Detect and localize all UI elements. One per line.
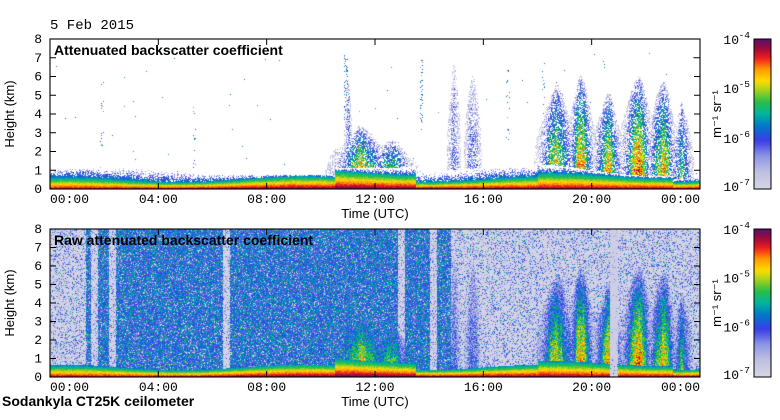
svg-text:12:00: 12:00 — [355, 380, 394, 395]
svg-text:1: 1 — [34, 163, 42, 178]
svg-text:10: 10 — [723, 132, 739, 147]
svg-text:8: 8 — [34, 32, 42, 47]
svg-text:Sodankyla CT25K ceilometer: Sodankyla CT25K ceilometer — [2, 393, 195, 409]
svg-text:2: 2 — [34, 333, 42, 348]
svg-text:00:00: 00:00 — [50, 192, 89, 207]
svg-text:m⁻¹ sr⁻¹: m⁻¹ sr⁻¹ — [709, 90, 724, 138]
svg-text:10: 10 — [723, 180, 739, 195]
svg-text:2: 2 — [34, 145, 42, 160]
svg-text:10: 10 — [723, 33, 739, 48]
svg-text:3: 3 — [34, 315, 42, 330]
svg-text:Height (km): Height (km) — [2, 269, 17, 336]
svg-text:16:00: 16:00 — [464, 380, 503, 395]
svg-text:-6: -6 — [739, 318, 751, 329]
svg-text:-6: -6 — [739, 129, 751, 140]
svg-text:1: 1 — [34, 352, 42, 367]
svg-text:04:00: 04:00 — [139, 192, 178, 207]
svg-text:7: 7 — [34, 51, 42, 66]
svg-text:-4: -4 — [739, 30, 751, 41]
svg-text:Time (UTC): Time (UTC) — [341, 206, 408, 221]
svg-text:00:00: 00:00 — [661, 380, 700, 395]
svg-text:3: 3 — [34, 126, 42, 141]
svg-text:00:00: 00:00 — [661, 192, 700, 207]
svg-text:6: 6 — [34, 259, 42, 274]
svg-text:Time (UTC): Time (UTC) — [341, 394, 408, 409]
svg-text:Raw attenuated backscatter coe: Raw attenuated backscatter coefficient — [54, 232, 313, 248]
svg-text:-7: -7 — [739, 365, 750, 376]
svg-text:0: 0 — [34, 370, 42, 385]
svg-text:5: 5 — [34, 88, 42, 103]
svg-text:0: 0 — [34, 182, 42, 197]
svg-text:5 Feb 2015: 5 Feb 2015 — [50, 18, 134, 34]
svg-text:10: 10 — [723, 82, 739, 97]
svg-text:20:00: 20:00 — [572, 192, 611, 207]
svg-text:4: 4 — [34, 296, 42, 311]
svg-text:Attenuated backscatter coeffic: Attenuated backscatter coefficient — [54, 42, 283, 58]
svg-text:Height (km): Height (km) — [2, 80, 17, 147]
svg-text:-5: -5 — [739, 79, 751, 90]
svg-text:-5: -5 — [739, 268, 751, 279]
svg-text:6: 6 — [34, 70, 42, 85]
svg-text:10: 10 — [723, 271, 739, 286]
svg-text:08:00: 08:00 — [247, 380, 286, 395]
svg-text:7: 7 — [34, 241, 42, 256]
svg-text:5: 5 — [34, 278, 42, 293]
svg-text:12:00: 12:00 — [355, 192, 394, 207]
svg-text:-7: -7 — [739, 177, 750, 188]
svg-text:08:00: 08:00 — [247, 192, 286, 207]
svg-text:-4: -4 — [739, 220, 751, 231]
svg-text:10: 10 — [723, 223, 739, 238]
svg-text:8: 8 — [34, 222, 42, 237]
svg-text:10: 10 — [723, 368, 739, 383]
svg-text:4: 4 — [34, 107, 42, 122]
svg-text:16:00: 16:00 — [464, 192, 503, 207]
svg-text:m⁻¹ sr⁻¹: m⁻¹ sr⁻¹ — [709, 279, 724, 327]
svg-text:20:00: 20:00 — [572, 380, 611, 395]
svg-text:10: 10 — [723, 321, 739, 336]
